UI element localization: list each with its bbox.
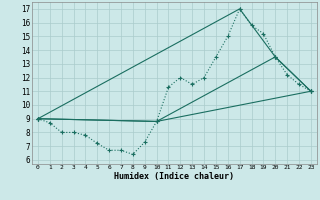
X-axis label: Humidex (Indice chaleur): Humidex (Indice chaleur) — [115, 172, 234, 181]
